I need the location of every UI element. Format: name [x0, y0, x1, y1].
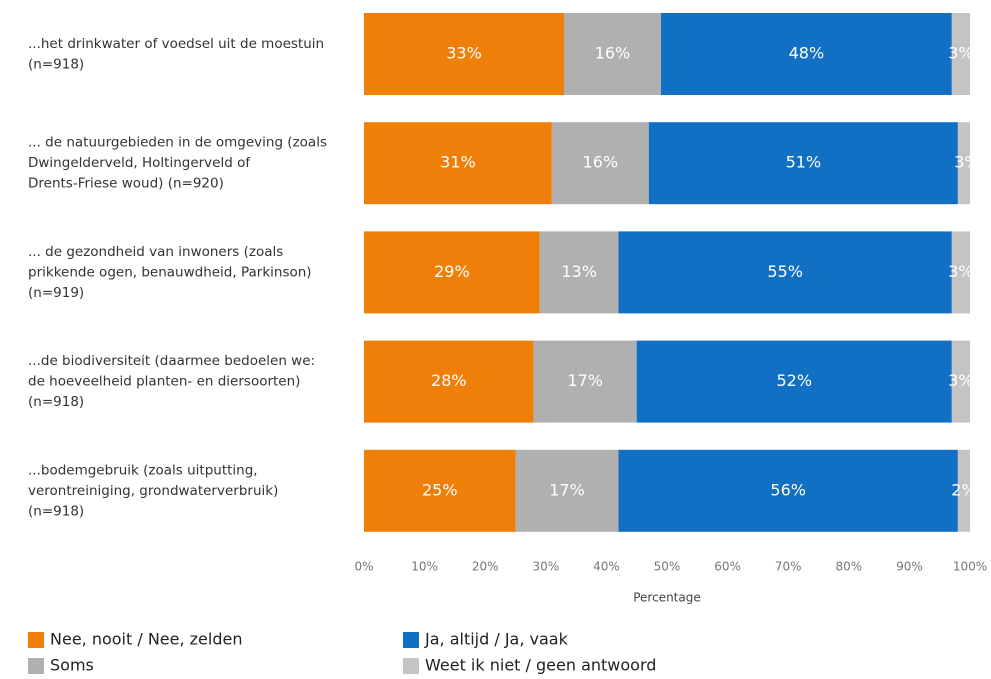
value-label: 3% — [954, 153, 979, 172]
legend-swatch — [403, 658, 419, 674]
legend-label: Weet ik niet / geen antwoord — [425, 656, 656, 675]
value-label: 28% — [431, 371, 467, 390]
x-tick-label: 90% — [896, 560, 923, 574]
x-tick-label: 10% — [411, 560, 438, 574]
bar-segment — [364, 13, 564, 95]
bar-segment — [957, 449, 970, 532]
x-tick-label: 100% — [953, 560, 987, 574]
bar-segment — [364, 340, 534, 423]
category-label: ... de gezondheid van inwoners (zoals — [28, 244, 283, 260]
x-tick-label: 20% — [472, 560, 499, 574]
category-label: ...het drinkwater of voedsel uit de moes… — [28, 36, 324, 52]
x-axis-title: Percentage — [633, 591, 701, 605]
category-label: Drents-Friese woud) (n=920) — [28, 176, 224, 192]
value-label: 51% — [786, 153, 822, 172]
bar-segment — [660, 13, 952, 95]
x-tick-label: 40% — [593, 560, 620, 574]
value-label: 31% — [440, 153, 476, 172]
category-label: de hoeveelheid planten- en diersoorten) — [28, 374, 300, 390]
bar-segment — [648, 122, 958, 205]
x-tick-label: 60% — [714, 560, 741, 574]
value-label: 17% — [567, 371, 603, 390]
category-label: ...de biodiversiteit (daarmee bedoelen w… — [28, 353, 315, 369]
x-tick-label: 50% — [654, 560, 681, 574]
plot-area: 33% 16% 48% 3% 31% 16% 51% 3% 29% 13% 55% 3% 28% 17% 5… — [364, 13, 979, 532]
value-label: 25% — [422, 480, 458, 499]
bar-segment — [636, 340, 952, 423]
bar-segment — [364, 449, 516, 532]
value-label: 13% — [561, 262, 597, 281]
legend-label: Soms — [50, 656, 94, 675]
bar-segment — [618, 231, 952, 314]
category-label: (n=918) — [28, 394, 84, 410]
value-label: 16% — [583, 153, 619, 172]
bar-segment — [364, 231, 540, 314]
bar-segment — [533, 340, 637, 423]
category-label: prikkende ogen, benauwdheid, Parkinson) — [28, 264, 312, 280]
bar-segment — [364, 122, 552, 205]
bar-segment — [957, 122, 970, 205]
x-tick-label: 0% — [354, 560, 373, 574]
category-label: Dwingelderveld, Holtingerveld of — [28, 155, 251, 171]
value-label: 55% — [767, 262, 803, 281]
value-label: 56% — [770, 480, 806, 499]
legend-swatch — [28, 632, 44, 648]
value-label: 3% — [948, 262, 973, 281]
bar-segment — [563, 13, 661, 95]
category-label: ... de natuurgebieden in de omgeving (zo… — [28, 135, 327, 151]
x-tick-label: 70% — [775, 560, 802, 574]
legend-label: Nee, nooit / Nee, zelden — [50, 630, 242, 649]
category-label: (n=918) — [28, 56, 84, 72]
value-label: 3% — [948, 44, 973, 63]
bar-segment — [539, 231, 619, 314]
legend-swatch — [403, 632, 419, 648]
value-label: 33% — [446, 44, 482, 63]
x-tick-label: 80% — [835, 560, 862, 574]
value-label: 17% — [549, 480, 585, 499]
value-label: 29% — [434, 262, 470, 281]
category-label: verontreiniging, grondwaterverbruik) — [28, 483, 278, 499]
bar-segment — [618, 449, 958, 532]
value-label: 48% — [789, 44, 825, 63]
value-label: 3% — [948, 371, 973, 390]
value-label: 16% — [595, 44, 631, 63]
bar-segment — [515, 449, 619, 532]
legend-label: Ja, altijd / Ja, vaak — [424, 630, 569, 649]
legend-swatch — [28, 658, 44, 674]
value-label: 52% — [776, 371, 812, 390]
bar-segment — [951, 13, 970, 95]
bar-segment — [951, 231, 970, 314]
bar-segment — [951, 340, 970, 423]
category-label: (n=918) — [28, 503, 84, 519]
value-label: 2% — [951, 480, 976, 499]
bar-segment — [551, 122, 649, 205]
category-label: ...bodemgebruik (zoals uitputting, — [28, 462, 258, 478]
x-tick-label: 30% — [532, 560, 559, 574]
category-label: (n=919) — [28, 285, 84, 301]
